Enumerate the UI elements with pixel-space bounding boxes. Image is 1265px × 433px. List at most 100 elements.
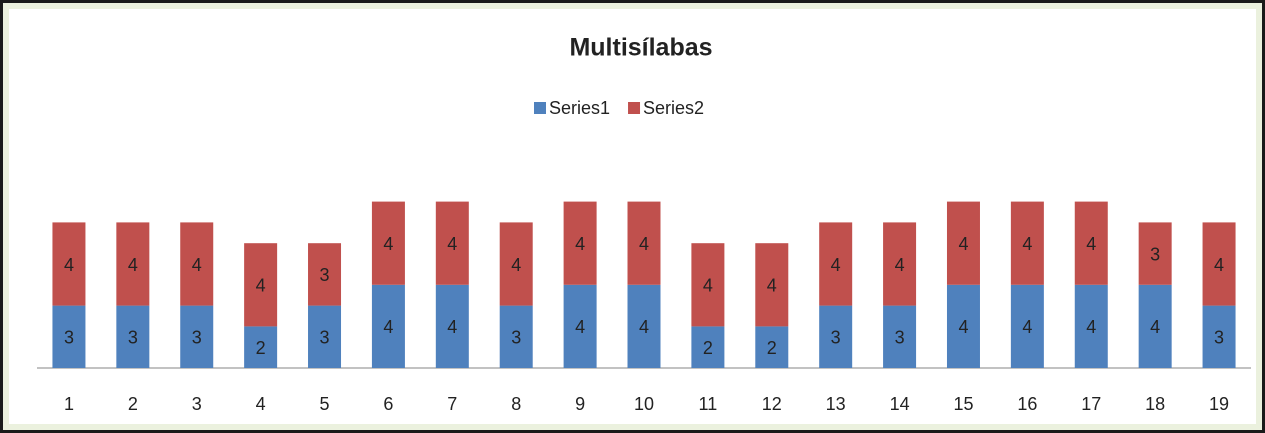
data-label: 3 xyxy=(1214,328,1224,348)
data-label: 4 xyxy=(958,317,968,337)
chart-title: Multisílabas xyxy=(569,34,712,62)
x-tick-label: 15 xyxy=(953,394,973,414)
bar-segment xyxy=(371,201,405,285)
x-tick-label: 9 xyxy=(575,394,585,414)
x-tick-label: 6 xyxy=(383,394,393,414)
bar-segment xyxy=(627,201,661,285)
data-label: 2 xyxy=(767,338,777,358)
data-label: 4 xyxy=(511,255,521,275)
data-label: 4 xyxy=(1086,317,1096,337)
bar-segment xyxy=(52,305,86,368)
x-tick-label: 12 xyxy=(762,394,782,414)
bar-segment xyxy=(563,201,597,285)
data-label: 3 xyxy=(128,328,138,348)
bar-segment xyxy=(116,305,150,368)
data-label: 3 xyxy=(1150,244,1160,264)
bar-segment xyxy=(180,222,214,306)
x-tick-label: 7 xyxy=(447,394,457,414)
bar-segment xyxy=(755,243,789,327)
x-tick-label: 10 xyxy=(634,394,654,414)
data-label: 3 xyxy=(511,328,521,348)
data-label: 4 xyxy=(1022,317,1032,337)
legend-label: Series1 xyxy=(549,98,610,118)
bar-segment xyxy=(755,326,789,368)
data-label: 3 xyxy=(64,328,74,348)
data-label: 4 xyxy=(447,234,457,254)
bar-segment xyxy=(116,222,150,306)
bar-segment xyxy=(1202,305,1236,368)
x-tick-label: 8 xyxy=(511,394,521,414)
data-label: 4 xyxy=(767,276,777,296)
x-tick-label: 17 xyxy=(1081,394,1101,414)
data-label: 4 xyxy=(1214,255,1224,275)
bar-segment xyxy=(946,284,980,368)
data-label: 4 xyxy=(575,234,585,254)
bar-segment xyxy=(819,305,853,368)
bar-segment xyxy=(1138,222,1172,285)
bar-segment xyxy=(435,284,469,368)
legend-swatch xyxy=(534,102,546,114)
data-label: 3 xyxy=(192,328,202,348)
data-label: 4 xyxy=(1086,234,1096,254)
x-tick-label: 4 xyxy=(256,394,266,414)
bar-segment xyxy=(563,284,597,368)
data-label: 2 xyxy=(703,338,713,358)
bar-segment xyxy=(691,326,725,368)
x-tick-label: 2 xyxy=(128,394,138,414)
x-tick-label: 1 xyxy=(64,394,74,414)
data-label: 2 xyxy=(256,338,266,358)
data-label: 4 xyxy=(831,255,841,275)
data-label: 4 xyxy=(1022,234,1032,254)
bar-segment xyxy=(1010,284,1044,368)
data-label: 4 xyxy=(256,276,266,296)
x-tick-label: 16 xyxy=(1017,394,1037,414)
x-tick-label: 11 xyxy=(699,394,718,414)
data-label: 4 xyxy=(383,317,393,337)
data-label: 4 xyxy=(895,255,905,275)
x-tick-label: 18 xyxy=(1145,394,1165,414)
chart: Multisílabas Series1 Series21342343344245… xyxy=(9,9,1256,424)
bar-segment xyxy=(308,305,342,368)
bar-segment xyxy=(1202,222,1236,306)
bar-segment xyxy=(883,222,917,306)
bar-segment xyxy=(691,243,725,327)
data-label: 4 xyxy=(447,317,457,337)
bar-segment xyxy=(883,305,917,368)
bar-segment xyxy=(819,222,853,306)
x-tick-label: 14 xyxy=(890,394,910,414)
bar-segment xyxy=(308,243,342,306)
x-tick-label: 19 xyxy=(1209,394,1229,414)
x-tick-label: 3 xyxy=(192,394,202,414)
bar-segment xyxy=(627,284,661,368)
data-label: 3 xyxy=(320,265,330,285)
bar-segment xyxy=(1074,201,1108,285)
bar-segment xyxy=(435,201,469,285)
bar-segment xyxy=(244,243,278,327)
legend-swatch xyxy=(628,102,641,114)
bar-segment xyxy=(1074,284,1108,368)
data-label: 4 xyxy=(192,255,202,275)
data-label: 4 xyxy=(958,234,968,254)
bar-segment xyxy=(1010,201,1044,285)
data-label: 4 xyxy=(64,255,74,275)
data-label: 4 xyxy=(383,234,393,254)
legend-label: Series2 xyxy=(643,98,704,118)
data-label: 4 xyxy=(128,255,138,275)
data-label: 4 xyxy=(639,317,649,337)
data-label: 3 xyxy=(831,328,841,348)
bar-segment xyxy=(244,326,278,368)
data-label: 4 xyxy=(1150,317,1160,337)
x-tick-label: 5 xyxy=(320,394,330,414)
data-label: 4 xyxy=(703,276,713,296)
bar-segment xyxy=(52,222,86,306)
data-label: 3 xyxy=(895,328,905,348)
bar-segment xyxy=(180,305,214,368)
data-label: 3 xyxy=(320,328,330,348)
data-label: 4 xyxy=(575,317,585,337)
bar-segment xyxy=(1138,284,1172,368)
data-label: 4 xyxy=(639,234,649,254)
x-tick-label: 13 xyxy=(826,394,846,414)
bar-segment xyxy=(371,284,405,368)
bar-segment xyxy=(946,201,980,285)
